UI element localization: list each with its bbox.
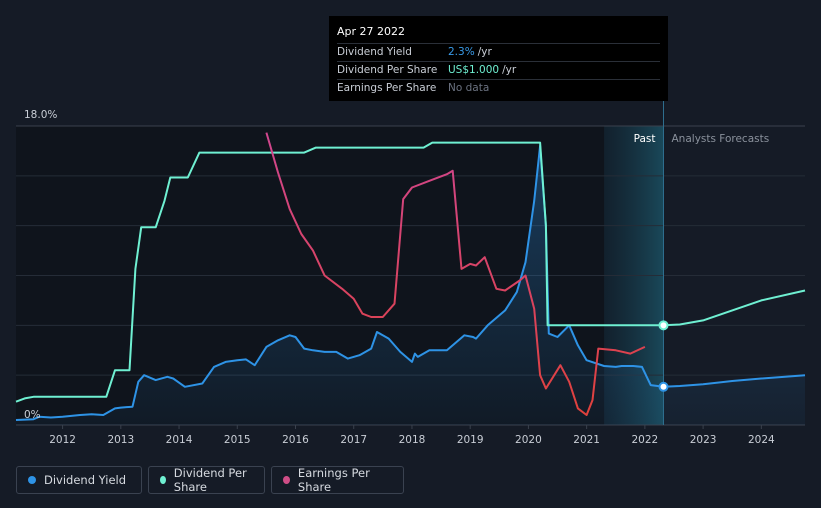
tooltip-label: Dividend Per Share: [337, 64, 438, 76]
tooltip-row-earnings-per-share: Earnings Per Share No data: [337, 79, 660, 97]
dividend-per-share-dot-icon: [160, 476, 166, 484]
tooltip-row-dividend-yield: Dividend Yield 2.3% /yr: [337, 43, 660, 61]
x-tick-label: 2017: [340, 434, 367, 446]
x-tick-label: 2018: [399, 434, 426, 446]
earnings-per-share-dot-icon: [283, 476, 290, 484]
x-tick-label: 2020: [515, 434, 542, 446]
x-tick-label: 2022: [632, 434, 659, 446]
legend-earnings-per-share[interactable]: Earnings Per Share: [271, 466, 404, 494]
legend-dividend-yield[interactable]: Dividend Yield: [16, 466, 142, 494]
dividend-per-share-line: [15, 141, 806, 403]
x-axis: 2012 2013 2014 2015 2016 2017 2018 2019 2020 2021…: [49, 425, 775, 446]
tooltip-label: Dividend Yield: [337, 46, 412, 58]
tooltip: Apr 27 2022 Dividend Yield 2.3% /yr Divi…: [329, 16, 668, 101]
dividend-yield-dot-icon: [28, 476, 36, 484]
past-label: Past: [634, 133, 656, 145]
tooltip-label: Earnings Per Share: [337, 82, 437, 94]
legend-label: Dividend Yield: [44, 473, 127, 487]
tooltip-value: 2.3%: [448, 46, 475, 58]
tooltip-row-dividend-per-share: Dividend Per Share US$1.000 /yr: [337, 61, 660, 79]
tooltip-unit: /yr: [477, 46, 492, 58]
dividend-yield-cursor-dot: [658, 381, 669, 392]
x-tick-label: 2021: [573, 434, 600, 446]
x-tick-label: 2024: [748, 434, 775, 446]
y-axis-bottom-label: 0%: [24, 409, 41, 421]
x-tick-label: 2023: [690, 434, 717, 446]
dividend-per-share-cursor-dot: [658, 320, 669, 331]
y-axis-top-label: 18.0%: [24, 109, 57, 121]
dividend-yield-line: [15, 144, 806, 421]
x-tick-label: 2015: [224, 434, 251, 446]
tooltip-value: No data: [448, 82, 490, 94]
x-tick-label: 2012: [49, 434, 76, 446]
tooltip-unit: /yr: [502, 64, 517, 76]
legend-dividend-per-share[interactable]: Dividend Per Share: [148, 466, 265, 494]
analysts-forecasts-label: Analysts Forecasts: [672, 133, 770, 145]
x-tick-label: 2016: [282, 434, 309, 446]
earnings-per-share-line: [265, 132, 646, 416]
legend-label: Dividend Per Share: [173, 466, 247, 494]
x-tick-label: 2013: [107, 434, 134, 446]
tooltip-value: US$1.000: [448, 64, 500, 76]
tooltip-date: Apr 27 2022: [337, 25, 406, 38]
dividend-yield-area: [16, 145, 805, 425]
legend-label: Earnings Per Share: [297, 466, 370, 494]
x-tick-label: 2019: [457, 434, 484, 446]
x-tick-label: 2014: [166, 434, 193, 446]
